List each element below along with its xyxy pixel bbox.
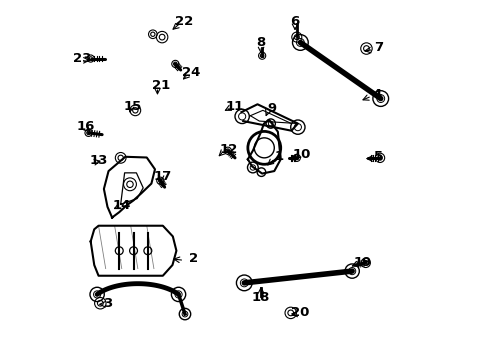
Text: 18: 18 [252, 291, 270, 305]
Text: 5: 5 [374, 150, 384, 163]
Text: 2: 2 [189, 252, 198, 265]
Text: 8: 8 [256, 36, 266, 49]
Text: 1: 1 [274, 150, 284, 163]
Text: 11: 11 [225, 100, 244, 113]
Text: 10: 10 [293, 148, 311, 162]
Text: 6: 6 [291, 14, 300, 27]
Polygon shape [91, 226, 176, 276]
Text: 17: 17 [154, 170, 172, 183]
Text: 23: 23 [74, 52, 92, 65]
Text: 12: 12 [220, 143, 238, 156]
Text: 19: 19 [354, 256, 372, 269]
Text: 21: 21 [152, 79, 170, 92]
Text: 4: 4 [372, 88, 382, 101]
Text: 22: 22 [175, 14, 194, 27]
Text: 9: 9 [267, 102, 276, 115]
Text: 7: 7 [374, 41, 384, 54]
Text: 24: 24 [182, 66, 200, 79]
Text: 16: 16 [77, 120, 95, 133]
Text: 3: 3 [103, 297, 112, 310]
Text: 20: 20 [291, 306, 310, 319]
Text: 14: 14 [113, 198, 131, 212]
Polygon shape [104, 157, 155, 217]
Text: 15: 15 [123, 100, 142, 113]
Polygon shape [242, 104, 298, 131]
Text: 13: 13 [89, 154, 108, 167]
Polygon shape [248, 120, 281, 174]
